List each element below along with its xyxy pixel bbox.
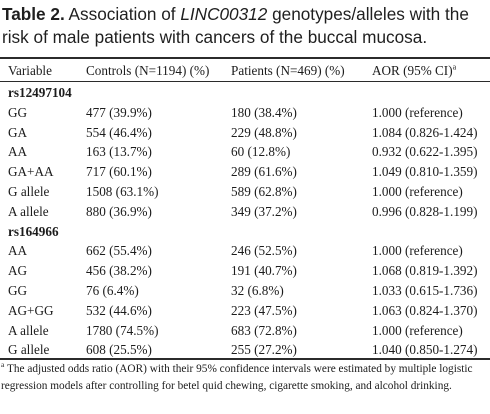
- cell-controls: 662 (55.4%): [86, 243, 152, 259]
- caption-text-after: genotypes/alleles with the risk of male …: [2, 4, 469, 47]
- cell-aor: 1.000 (reference): [372, 243, 463, 259]
- header-aor-footnote-marker: a: [452, 62, 457, 72]
- table-row: AG 456 (38.2%) 191 (40.7%) 1.068 (0.819-1.3…: [0, 260, 490, 281]
- cell-variable: AA: [8, 243, 28, 259]
- cell-aor: 1.063 (0.824-1.370): [372, 302, 478, 318]
- cell-controls: 76 (6.4%): [86, 283, 139, 298]
- table-top-rule: [0, 57, 490, 59]
- table-header-rule: [0, 81, 490, 82]
- cell-patients: 349 (37.2%): [231, 203, 297, 219]
- header-patients: Patients (N=469) (%): [231, 63, 345, 78]
- cell-aor: 0.996 (0.828-1.199): [372, 203, 478, 219]
- caption-text-before: Association of: [64, 4, 181, 24]
- cell-variable: AA: [8, 144, 28, 160]
- table-row: AA 662 (55.4%) 246 (52.5%) 1.000 (reference…: [0, 240, 490, 261]
- cell-patients: 191 (40.7%): [231, 263, 297, 279]
- cell-aor: 1.000 (reference): [372, 184, 463, 199]
- cell-controls: 608 (25.5%): [86, 342, 152, 358]
- section-name: rs164966: [8, 223, 59, 239]
- caption-label: Table 2.: [2, 4, 65, 24]
- table-row: A allele 880 (36.9%) 349 (37.2%) 0.996 (0.8…: [0, 201, 490, 222]
- cell-patients: 289 (61.6%): [231, 164, 297, 180]
- cell-controls: 163 (13.7%): [86, 144, 152, 160]
- table-caption: Table 2. Association of LINC00312 genoty…: [2, 3, 488, 49]
- table-row: A allele 1780 (74.5%) 683 (72.8%) 1.000 (re…: [0, 320, 490, 341]
- cell-variable: GA: [8, 124, 28, 140]
- table-row: GA+AA 717 (60.1%) 289 (61.6%) 1.049 (0.810-…: [0, 161, 490, 182]
- table-row: AG+GG 532 (44.6%) 223 (47.5%) 1.063 (0.824-…: [0, 300, 490, 321]
- cell-variable: G allele: [8, 342, 50, 358]
- table-row: GG 477 (39.9%) 180 (38.4%) 1.000 (reference…: [0, 102, 490, 123]
- cell-aor: 1.000 (reference): [372, 322, 463, 338]
- cell-variable: GG: [8, 283, 28, 298]
- table-bottom-rule: [0, 358, 490, 360]
- cell-variable: AG+GG: [8, 302, 54, 318]
- cell-aor: 1.040 (0.850-1.274): [372, 342, 478, 358]
- cell-controls: 456 (38.2%): [86, 263, 152, 279]
- cell-variable: A allele: [8, 322, 49, 338]
- footnote-marker: a: [1, 360, 5, 370]
- cell-patients: 60 (12.8%): [231, 144, 291, 160]
- section-header-row: rs164966: [0, 221, 490, 242]
- cell-aor: 1.049 (0.810-1.359): [372, 164, 478, 180]
- cell-controls: 477 (39.9%): [86, 104, 152, 120]
- header-aor-label: AOR (95% CI): [372, 63, 453, 78]
- footnote-text: The adjusted odds ratio (AOR) with their…: [1, 363, 473, 392]
- header-controls: Controls (N=1194) (%): [86, 63, 210, 78]
- cell-controls: 532 (44.6%): [86, 302, 152, 318]
- cell-aor: 1.000 (reference): [372, 104, 463, 120]
- table-header-row: Variable Controls (N=1194) (%) Patients …: [0, 60, 490, 81]
- table-row: GG 76 (6.4%) 32 (6.8%) 1.033 (0.615-1.736): [0, 280, 490, 301]
- cell-variable: G allele: [8, 184, 50, 199]
- table-row: AA 163 (13.7%) 60 (12.8%) 0.932 (0.622-1.39…: [0, 141, 490, 162]
- cell-controls: 554 (46.4%): [86, 124, 152, 140]
- cell-variable: A allele: [8, 203, 49, 219]
- header-variable: Variable: [8, 63, 52, 78]
- header-aor: AOR (95% CI)a: [372, 60, 456, 81]
- cell-controls: 1508 (63.1%): [86, 184, 159, 199]
- cell-patients: 683 (72.8%): [231, 322, 297, 338]
- cell-aor: 1.068 (0.819-1.392): [372, 263, 478, 279]
- cell-aor: 1.084 (0.826-1.424): [372, 124, 478, 140]
- cell-patients: 246 (52.5%): [231, 243, 297, 259]
- cell-aor: 0.932 (0.622-1.395): [372, 144, 478, 160]
- cell-patients: 229 (48.8%): [231, 124, 297, 140]
- cell-patients: 32 (6.8%): [231, 283, 284, 298]
- cell-controls: 880 (36.9%): [86, 203, 152, 219]
- cell-patients: 223 (47.5%): [231, 302, 297, 318]
- table-footnote: a The adjusted odds ratio (AOR) with the…: [1, 361, 489, 394]
- caption-gene-name: LINC00312: [180, 4, 268, 24]
- cell-aor: 1.033 (0.615-1.736): [372, 283, 478, 298]
- cell-variable: GA+AA: [8, 164, 54, 180]
- section-header-row: rs12497104: [0, 82, 490, 103]
- section-name: rs12497104: [8, 85, 72, 100]
- cell-variable: GG: [8, 104, 28, 120]
- cell-controls: 717 (60.1%): [86, 164, 152, 180]
- cell-variable: AG: [8, 263, 28, 279]
- table-row: G allele 1508 (63.1%) 589 (62.8%) 1.000 (re…: [0, 181, 490, 202]
- cell-patients: 180 (38.4%): [231, 104, 297, 120]
- cell-controls: 1780 (74.5%): [86, 322, 159, 338]
- cell-patients: 255 (27.2%): [231, 342, 297, 358]
- table-row: GA 554 (46.4%) 229 (48.8%) 1.084 (0.826-1.4…: [0, 122, 490, 143]
- cell-patients: 589 (62.8%): [231, 184, 297, 199]
- table-row: G allele 608 (25.5%) 255 (27.2%) 1.040 (0.8…: [0, 339, 490, 360]
